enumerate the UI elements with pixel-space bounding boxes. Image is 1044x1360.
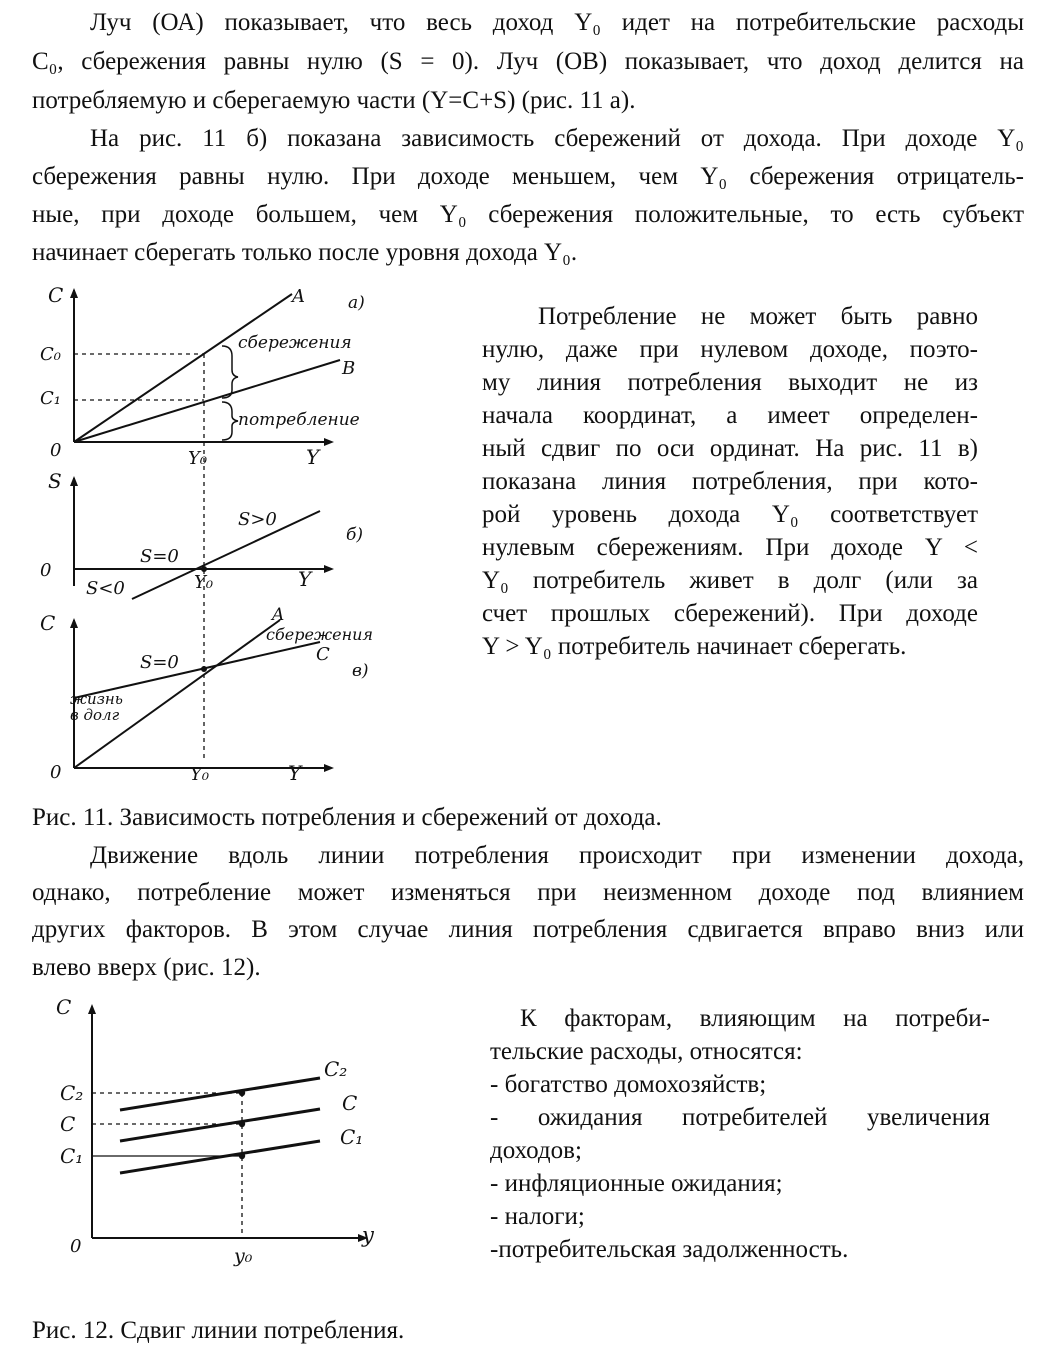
b-x-arrow: [324, 565, 334, 573]
text-line: C₀, сбережения равны нулю (S = 0). Луч (…: [32, 48, 1024, 75]
c-y-arrow: [70, 618, 78, 628]
c-savings-label: сбережения: [266, 625, 373, 644]
side-paragraph-2: К факторам, влияющим на потреби- тельски…: [490, 1002, 990, 1266]
figure-11: C C₀ C₁ 0 Y₀ Y A B сбережения потреблени…: [40, 283, 373, 785]
a-line-oa: [73, 293, 293, 443]
c-line-oa: [73, 619, 281, 769]
list-item: - ожидания потребителей увеличения: [490, 1104, 990, 1131]
c-debt-label-1: жизнь: [70, 690, 123, 708]
c-zero-label: 0: [50, 762, 61, 783]
figure-12: C C₂ C C₁ 0 y₀ y C₂ C C₁: [56, 995, 375, 1267]
text-line: Луч (ОА) показывает, что весь доход Y₀ и…: [90, 9, 1024, 36]
b-s-label: S: [48, 469, 62, 493]
list-item: - инфляционные ожидания;: [490, 1170, 783, 1197]
text-line: нулю, даже при нулевом доходе, поэто-: [482, 336, 978, 363]
text-line: Потребление не может быть равно: [538, 303, 978, 330]
b-zero-label: 0: [40, 560, 51, 581]
text-line: начинает сберегать только после уровня д…: [32, 239, 578, 266]
a-savings-brace: [221, 345, 239, 399]
a-c1-label: C₁: [40, 388, 61, 409]
text-line: ные, при доходе большем, чем Y₀ сбережен…: [32, 201, 1024, 228]
text-line: тельские расходы, относятся:: [490, 1038, 803, 1065]
c-x-arrow: [324, 764, 334, 772]
fig12-line-c1-label: C₁: [340, 1125, 363, 1149]
a-y0-label: Y₀: [188, 448, 207, 469]
text-line: нулевым сбережениям. При доходе Y <: [482, 534, 978, 561]
text-line: других факторов. В этом случае линия пот…: [32, 916, 1024, 943]
c-tag: в): [352, 661, 369, 681]
text-line: Y₀ потребитель живет в долг (или за: [482, 567, 978, 594]
fig12-c1-label: C₁: [60, 1144, 83, 1168]
fig12-c-label: C: [60, 1112, 75, 1136]
text-line: однако, потребление может изменяться при…: [32, 879, 1024, 906]
c-consumption-line: [73, 641, 321, 699]
c-y-label: Y: [288, 761, 303, 785]
side-paragraph-1: Потребление не может быть равно нулю, да…: [482, 300, 978, 663]
text-line: влево вверх (рис. 12).: [32, 954, 261, 981]
text-line: ный сдвиг по оси ординат. На рис. 11 в): [482, 435, 978, 462]
c-line-a-label: A: [270, 605, 284, 625]
fig12-line-c2: [119, 1076, 321, 1112]
fig12-c-axis-label: C: [56, 995, 71, 1019]
fig12-y-label: y: [361, 1223, 375, 1247]
text-line: начала координат, а имеет определен-: [482, 402, 978, 429]
fig12-point-c2: [238, 1089, 246, 1097]
fig12-line-c: [119, 1107, 321, 1143]
text-line: Y > Y₀ потребитель начинает сберегать.: [482, 633, 907, 660]
text-line: потребляемую и сберегаемую части (Y=C+S)…: [32, 87, 636, 114]
a-line-a-label: A: [290, 286, 305, 307]
fig12-point-c1: [238, 1152, 246, 1160]
text-line: Движение вдоль линии потребления происхо…: [90, 842, 1024, 869]
b-tag: б): [346, 525, 363, 545]
b-zero-point: [201, 566, 207, 572]
a-c-label: C: [48, 283, 63, 307]
a-x-arrow: [324, 438, 334, 446]
c-debt-label-2: в долг: [70, 706, 120, 724]
list-item: доходов;: [490, 1137, 582, 1164]
a-y-arrow: [70, 288, 78, 298]
fig12-y-arrow: [88, 1004, 96, 1014]
a-consumption-brace: [221, 401, 239, 441]
a-zero-label: 0: [50, 440, 61, 461]
text-line: сбережения равны нулю. При доходе меньше…: [32, 163, 1024, 190]
a-line-ob: [73, 359, 341, 443]
list-item: - богатство домохозяйств;: [490, 1071, 767, 1098]
b-savings-line: [131, 510, 321, 600]
c-y0-label: Y₀: [190, 764, 209, 785]
list-item: - налоги;: [490, 1203, 585, 1230]
c-c-label: C: [40, 611, 55, 635]
fig12-line-c2-label: C₂: [324, 1057, 347, 1081]
fig12-x-arrow: [358, 1234, 368, 1242]
c-zero-point: [201, 666, 207, 672]
a-savings-label: сбережения: [238, 333, 352, 353]
a-y-label: Y: [306, 445, 321, 469]
a-consumption-label: потребление: [238, 410, 360, 430]
b-s-positive-label: S>0: [238, 509, 277, 530]
b-s-negative-label: S<0: [86, 578, 125, 599]
fig12-zero-label: 0: [70, 1236, 81, 1257]
text-line: му линия потребления выходит не из: [482, 369, 978, 396]
text-line: счет прошлых сбережений). При доходе: [482, 600, 978, 627]
fig12-y0-label: y₀: [233, 1245, 253, 1267]
text-line: На рис. 11 б) показана зависимость сбере…: [90, 125, 1024, 152]
a-tag: а): [348, 293, 365, 313]
text-line: показана линия потребления, при кото-: [482, 468, 978, 495]
text-line: К факторам, влияющим на потреби-: [520, 1005, 990, 1032]
b-y-arrow: [70, 476, 78, 486]
a-c0-label: C₀: [40, 344, 61, 365]
b-y0-label: Y₀: [194, 572, 213, 593]
fig12-point-c: [238, 1120, 246, 1128]
list-item: -потребительская задолженность.: [490, 1236, 849, 1263]
fig12-line-c-label: C: [342, 1091, 357, 1115]
fig12-c2-label: C₂: [60, 1081, 83, 1105]
fig12-line-c1: [119, 1139, 321, 1175]
b-y-label: Y: [298, 567, 313, 591]
text-line: рой уровень дохода Y₀ соответствует: [482, 501, 978, 528]
a-line-b-label: B: [341, 358, 355, 379]
figure-12-caption: Рис. 12. Сдвиг линии потребления.: [32, 1317, 405, 1344]
c-s-zero-label: S=0: [140, 652, 179, 673]
figure-11-caption: Рис. 11. Зависимость потребления и сбере…: [32, 804, 662, 831]
c-line-c-label: C: [316, 644, 330, 665]
b-s-zero-label: S=0: [140, 546, 179, 567]
